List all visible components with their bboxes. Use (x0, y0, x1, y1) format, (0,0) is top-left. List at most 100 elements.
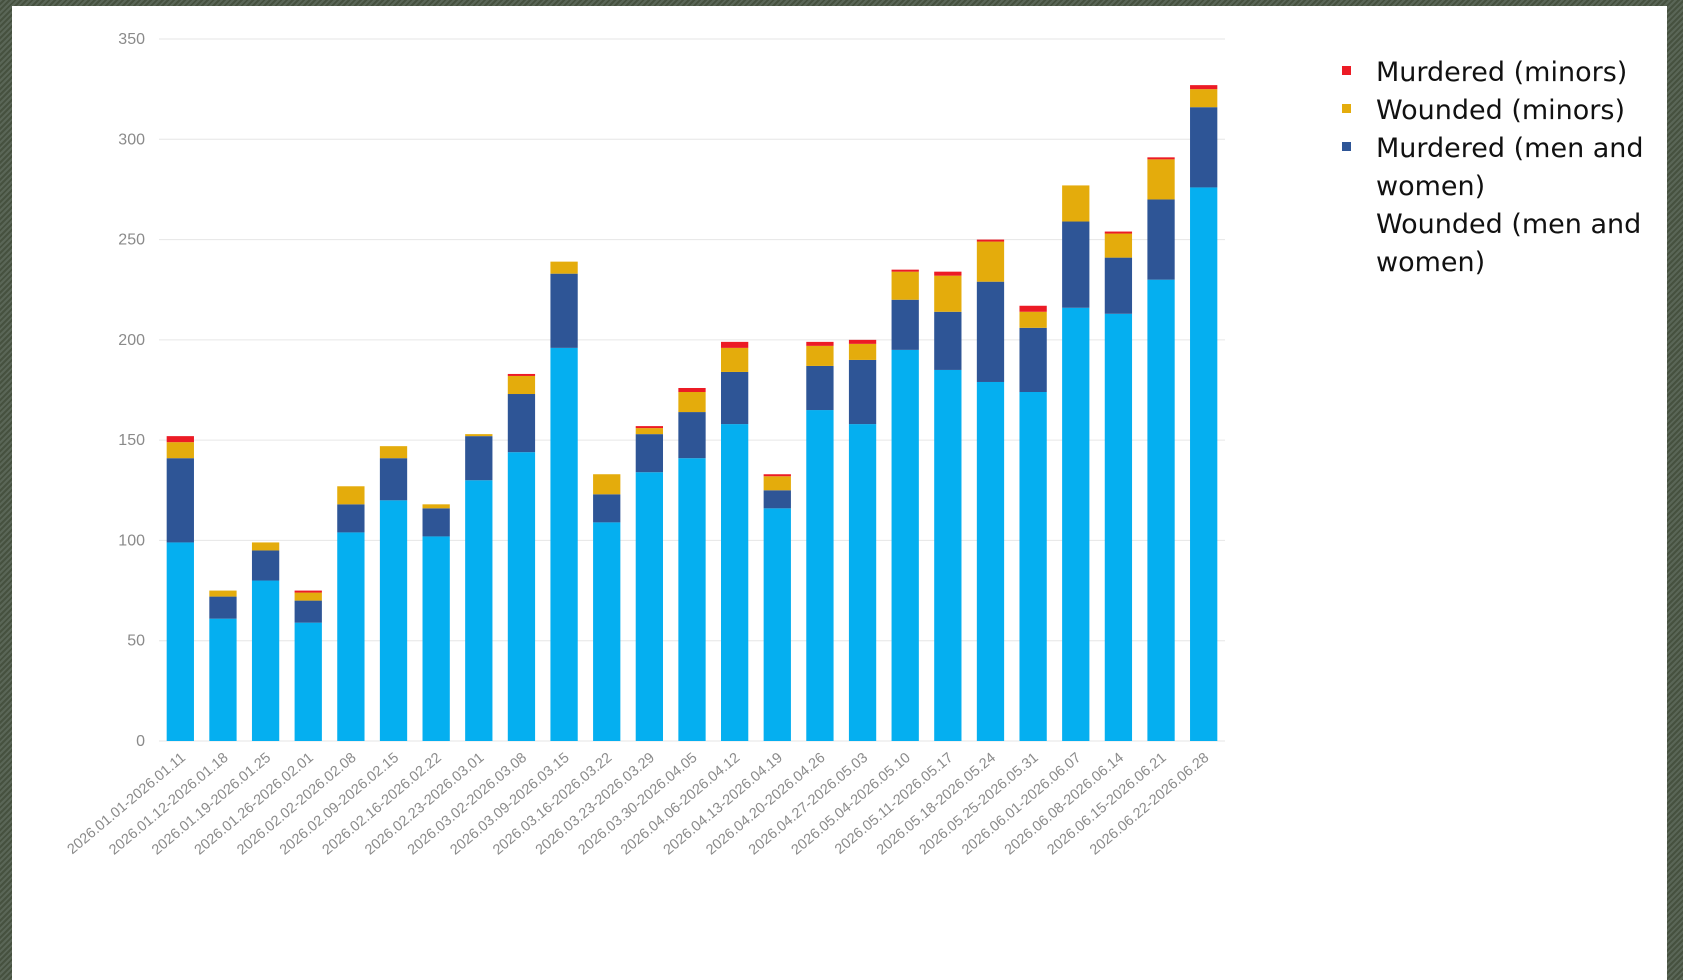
bar-segment (763, 490, 791, 509)
legend-item-murdered-adults: Murdered (men and women) (1342, 130, 1662, 206)
bar-segment (251, 550, 280, 581)
bar-segment (251, 580, 280, 741)
bar-segment (337, 532, 365, 741)
bar-segment (934, 311, 962, 370)
bar-segment (1147, 159, 1175, 200)
bar-segment (891, 299, 919, 350)
bar-segment (379, 446, 408, 459)
bar-segment (635, 472, 664, 741)
bar-segment (1104, 231, 1133, 234)
stacked-bar-chart: 0501001502002503003502026.01.01-2026.01.… (65, 31, 1225, 858)
bar-segment (763, 476, 791, 491)
bar-segment (848, 424, 877, 741)
y-tick-label: 350 (118, 31, 145, 48)
bar-segment (166, 542, 194, 741)
y-tick-label: 150 (118, 432, 145, 449)
bar-segment (1062, 307, 1090, 741)
y-tick-label: 200 (118, 332, 145, 349)
bar-segment (1147, 157, 1175, 160)
bar-segment (976, 281, 1005, 382)
legend-label: Wounded (men and women) (1376, 209, 1642, 278)
bar-segment (806, 341, 834, 346)
legend-swatch (1342, 104, 1351, 113)
bar-segment (294, 600, 322, 623)
bar-segment (720, 371, 749, 425)
legend-swatch (1342, 142, 1351, 151)
bar-segment (934, 369, 962, 741)
bar-segment (1019, 327, 1047, 393)
bar-segment (294, 622, 322, 741)
bar-segment (422, 504, 450, 509)
bar-segment (848, 359, 877, 425)
bar-segment (635, 426, 664, 429)
bar-segment (1062, 221, 1090, 308)
legend-item-murdered-minors: Murdered (minors) (1342, 54, 1662, 92)
bar-segment (678, 412, 706, 459)
bar-segment (976, 381, 1005, 741)
legend-item-wounded-adults: Wounded (men and women) (1342, 206, 1662, 282)
bar-segment (934, 275, 962, 312)
bar-segment (1104, 257, 1133, 314)
bar-segment (507, 452, 536, 741)
bar-segment (422, 508, 450, 537)
bar-segment (465, 434, 493, 437)
bar-segment (1190, 187, 1218, 741)
bar-segment (891, 349, 919, 741)
bar-segment (379, 500, 408, 741)
bar-segment (678, 458, 706, 741)
bar-segment (593, 474, 621, 495)
bar-segment (635, 428, 664, 435)
bar-segment (379, 458, 408, 501)
bar-segment (1190, 85, 1218, 90)
bar-segment (848, 343, 877, 360)
bar-segment (720, 347, 749, 372)
bar-segment (593, 494, 621, 523)
bar-segment (1062, 185, 1090, 222)
bar-segment (1019, 392, 1047, 741)
bar-segment (166, 442, 194, 459)
bar-segment (806, 345, 834, 366)
bar-segment (891, 271, 919, 300)
bar-segment (550, 273, 578, 348)
bar-segment (507, 375, 536, 395)
bar-segment (934, 271, 962, 276)
legend-label: Wounded (minors) (1376, 95, 1625, 126)
bar-segment (422, 536, 450, 741)
bar-segment (550, 261, 578, 274)
y-tick-label: 300 (118, 131, 145, 148)
bar-segment (465, 436, 493, 481)
bar-segment (1147, 199, 1175, 280)
bar-segment (848, 339, 877, 344)
bar-segment (1190, 89, 1218, 108)
bar-segment (294, 592, 322, 601)
bar-segment (678, 392, 706, 413)
y-tick-label: 250 (118, 232, 145, 249)
bar-segment (763, 474, 791, 477)
y-tick-label: 100 (118, 532, 145, 549)
bar-segment (976, 241, 1005, 282)
legend-swatch (1342, 66, 1351, 75)
bar-segment (806, 365, 834, 411)
bar-segment (209, 618, 237, 741)
legend-label: Murdered (men and women) (1376, 133, 1644, 202)
bar-segment (337, 504, 365, 533)
bar-segment (806, 410, 834, 741)
chart-panel: 0 50 100 150 200 250 300 350 2026.01.01-2026.01.… (12, 6, 1667, 980)
bar-segment (337, 486, 365, 505)
bar-segment (166, 458, 194, 543)
bar-segment (1147, 279, 1175, 741)
bar-segment (209, 596, 237, 619)
bar-segment (635, 434, 664, 473)
y-tick-label: 50 (127, 633, 145, 650)
bar-segment (1190, 107, 1218, 188)
legend-label: Murdered (minors) (1376, 57, 1628, 88)
bar-segment (1019, 311, 1047, 328)
bar-segment (593, 522, 621, 741)
bar-segment (1104, 233, 1133, 258)
chart-legend: Murdered (minors) Wounded (minors) Murde… (1342, 54, 1662, 282)
bar-segment (294, 590, 322, 593)
legend-item-wounded-minors: Wounded (minors) (1342, 92, 1662, 130)
bar-segment (465, 480, 493, 741)
bar-segment (507, 394, 536, 453)
bar-segment (976, 239, 1005, 242)
